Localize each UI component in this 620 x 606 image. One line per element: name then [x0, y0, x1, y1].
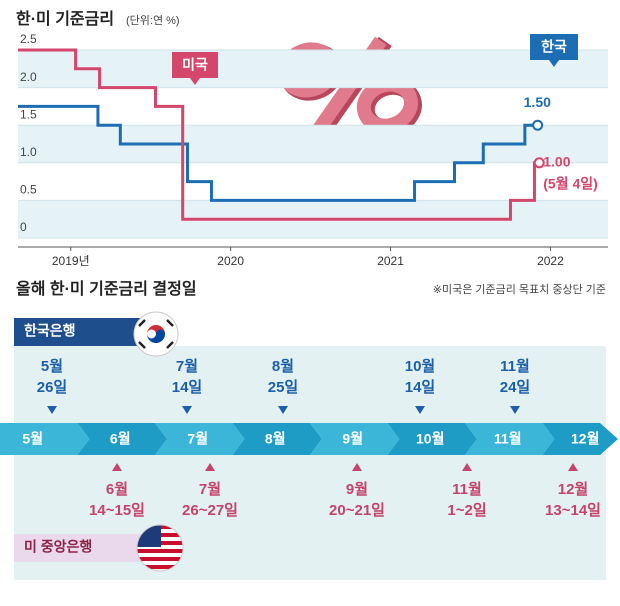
month-label: 9월 [342, 431, 363, 447]
us-bank-name: 미 중앙은행 [24, 539, 92, 555]
legend-pointer [190, 78, 200, 85]
korea-label-box [14, 318, 146, 346]
legend-box [172, 52, 218, 78]
korea-date-month: 10월 [405, 358, 436, 375]
korea-bank-name: 한국은행 [24, 323, 76, 339]
month-label: 11월 [494, 431, 522, 447]
timeline-title: 올해 한·미 기준금리 결정일 [16, 279, 197, 298]
korea-date-month: 5월 [41, 358, 63, 375]
korea-marker [278, 406, 288, 414]
x-tick-label: 2020 [217, 254, 244, 268]
value-label: 1.50 [524, 94, 551, 110]
series-line [18, 48, 540, 221]
us-date-day: 14~15일 [89, 502, 145, 519]
y-tick-label: 2.5 [20, 32, 37, 46]
legend-box [530, 34, 578, 60]
month-label: 10월 [416, 431, 444, 447]
legend-pointer [549, 60, 559, 67]
korea-marker [415, 406, 425, 414]
us-marker [568, 463, 578, 471]
korea-marker [182, 406, 192, 414]
x-tick-label: 2019년 [52, 254, 90, 268]
korea-date-day: 26일 [37, 379, 68, 396]
korea-date-day: 14일 [405, 379, 436, 396]
month-label: 5월 [22, 431, 43, 447]
us-date-day: 1~2일 [447, 502, 486, 519]
month-label: 8월 [265, 431, 286, 447]
us-flag [136, 524, 184, 572]
month-segment [0, 423, 90, 455]
us-marker [462, 463, 472, 471]
timeline: 5월 6월 7월 8월 9월 10월 11월 12월 5월 26일 7월 14일 8월 25일 10월 14일… [0, 358, 618, 519]
value-label: 1.00 [543, 154, 570, 170]
month-segment [310, 423, 400, 455]
us-date-day: 20~21일 [329, 502, 385, 519]
us-date-day: 26~27일 [182, 502, 238, 519]
y-tick-label: 1.5 [20, 107, 37, 121]
month-segment [542, 423, 618, 455]
legend-label: 한국 [541, 39, 567, 55]
y-tick-label: 0.5 [20, 183, 37, 197]
us-date-month: 9월 [346, 481, 368, 498]
korea-date-month: 11월 [500, 358, 530, 375]
chart-subtitle: (단위:연 %) [126, 14, 180, 27]
chart-title: 한·미 기준금리 [16, 9, 114, 28]
timeline-note: ※미국은 기준금리 목표치 중상단 기준 [433, 283, 606, 296]
end-point [532, 119, 544, 131]
us-date-month: 7월 [199, 481, 221, 498]
month-segment [77, 423, 167, 455]
y-tick-label: 0 [20, 220, 27, 234]
month-label: 7월 [187, 431, 208, 447]
us-date-day: 13~14일 [545, 502, 601, 519]
end-point [533, 157, 545, 169]
series-line [18, 104, 538, 202]
x-tick-label: 2021 [377, 254, 404, 268]
us-date-month: 11월 [452, 481, 482, 498]
us-label-box [14, 534, 152, 562]
korea-date-day: 25일 [268, 379, 299, 396]
korea-date-month: 8월 [272, 358, 294, 375]
us-marker [205, 463, 215, 471]
chart: 0 0.5 1.0 1.5 2.0 2.5 2019년 2020 2021 2022 1.50 1.0… [18, 32, 608, 268]
korea-marker [47, 406, 57, 414]
us-date-month: 12월 [558, 481, 589, 498]
band [18, 50, 608, 88]
y-tick-label: 2.0 [20, 70, 37, 84]
month-segment [155, 423, 245, 455]
legend-label: 미국 [182, 57, 208, 73]
month-label: 12월 [571, 431, 599, 447]
us-marker [352, 463, 362, 471]
month-segment [232, 423, 322, 455]
month-segment [465, 423, 555, 455]
korea-flag [133, 311, 179, 357]
month-segment [387, 423, 477, 455]
korea-date-day: 14일 [172, 379, 203, 396]
korea-marker [510, 406, 520, 414]
y-tick-label: 1.0 [20, 145, 37, 159]
korea-date-day: 24일 [500, 379, 531, 396]
us-marker [112, 463, 122, 471]
korea-date-month: 7월 [176, 358, 198, 375]
us-date-month: 6월 [106, 481, 128, 498]
month-label: 6월 [110, 431, 131, 447]
annotation: (5월 4일) [543, 176, 598, 192]
x-tick-label: 2022 [537, 254, 564, 268]
